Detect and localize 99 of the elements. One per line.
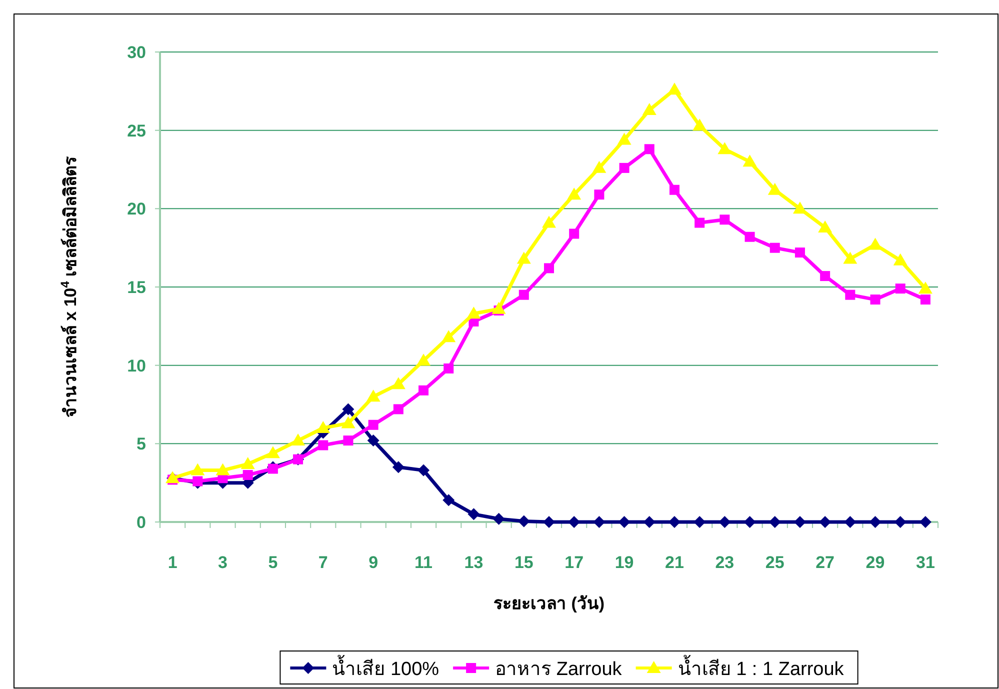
point <box>820 271 830 282</box>
point <box>393 404 404 414</box>
x-tick-label: 21 <box>665 553 684 572</box>
point <box>844 516 856 528</box>
point <box>542 216 556 228</box>
point <box>343 436 354 446</box>
x-tick-label: 29 <box>866 553 885 572</box>
point <box>845 290 856 300</box>
x-tick-label: 1 <box>168 553 178 572</box>
x-tick-label: 27 <box>816 553 835 572</box>
point <box>868 238 882 250</box>
point <box>341 416 356 428</box>
point <box>818 220 832 232</box>
x-tick-label: 7 <box>318 553 328 572</box>
point <box>416 354 431 366</box>
point <box>744 516 756 528</box>
point <box>342 403 354 416</box>
point <box>367 434 380 447</box>
x-tick-label: 17 <box>564 553 584 572</box>
point <box>918 282 932 294</box>
point <box>667 82 682 95</box>
point <box>544 263 554 274</box>
point <box>718 142 732 154</box>
point <box>843 252 858 264</box>
point <box>318 440 328 450</box>
legend-label: น้ำเสีย 1 : 1 Zarrouk <box>678 655 844 680</box>
point <box>492 302 506 314</box>
point <box>192 476 203 486</box>
point <box>518 515 530 528</box>
point <box>316 421 330 433</box>
legend-label: อาหาร Zarrouk <box>495 659 622 680</box>
point <box>418 385 429 396</box>
point <box>444 363 454 374</box>
point <box>768 182 782 195</box>
x-tick-label: 11 <box>414 553 433 572</box>
point <box>466 306 481 319</box>
point <box>492 512 505 525</box>
point <box>291 434 306 446</box>
x-tick-label: 25 <box>765 553 784 572</box>
point <box>567 188 582 200</box>
y-tick-label: 20 <box>127 200 146 219</box>
point <box>644 144 654 154</box>
x-tick-label: 31 <box>916 553 935 572</box>
point <box>392 461 404 474</box>
point <box>266 446 280 458</box>
point <box>718 516 731 528</box>
x-tick-label: 13 <box>464 553 484 572</box>
point <box>869 516 882 528</box>
x-tick-label: 3 <box>218 553 228 572</box>
point <box>468 508 480 520</box>
point <box>744 232 755 242</box>
point <box>920 294 930 305</box>
y-tick-label: 0 <box>136 513 146 532</box>
point <box>366 390 380 402</box>
x-tick-label: 9 <box>368 553 378 572</box>
point <box>720 214 730 225</box>
point <box>792 202 807 214</box>
point <box>618 516 630 528</box>
point <box>594 190 604 200</box>
y-tick-label: 15 <box>127 278 146 297</box>
point <box>418 464 430 476</box>
point <box>592 160 606 173</box>
point <box>242 470 253 480</box>
point <box>190 463 205 476</box>
y-tick-label: 10 <box>127 356 146 376</box>
y-tick-label: 5 <box>136 434 146 454</box>
point <box>543 516 555 528</box>
point <box>442 494 455 506</box>
point <box>895 284 906 294</box>
legend-label: น้ำเสีย 100% <box>332 655 440 680</box>
point <box>216 463 230 476</box>
point <box>692 118 707 131</box>
point <box>617 132 632 145</box>
point <box>669 184 680 195</box>
point <box>619 162 630 173</box>
point <box>770 242 780 253</box>
point <box>593 516 606 528</box>
point <box>518 290 529 300</box>
point <box>391 377 406 390</box>
y-tick-label: 30 <box>127 43 146 62</box>
x-axis-title: ระยะเวลา (วัน) <box>493 594 605 613</box>
x-tick-label: 15 <box>514 553 534 572</box>
x-tick-label: 23 <box>715 553 734 572</box>
point <box>516 252 531 264</box>
x-tick-label: 19 <box>614 553 634 572</box>
point <box>742 154 757 167</box>
point <box>442 330 456 342</box>
x-tick-label: 5 <box>268 553 278 572</box>
point <box>893 253 908 266</box>
point <box>694 218 705 228</box>
y-tick-label: 25 <box>127 121 146 140</box>
point <box>794 248 805 258</box>
point <box>240 457 255 470</box>
point <box>368 420 378 430</box>
point <box>569 228 580 239</box>
point <box>870 294 880 305</box>
point <box>268 464 278 474</box>
point <box>894 516 906 528</box>
point <box>642 102 656 115</box>
